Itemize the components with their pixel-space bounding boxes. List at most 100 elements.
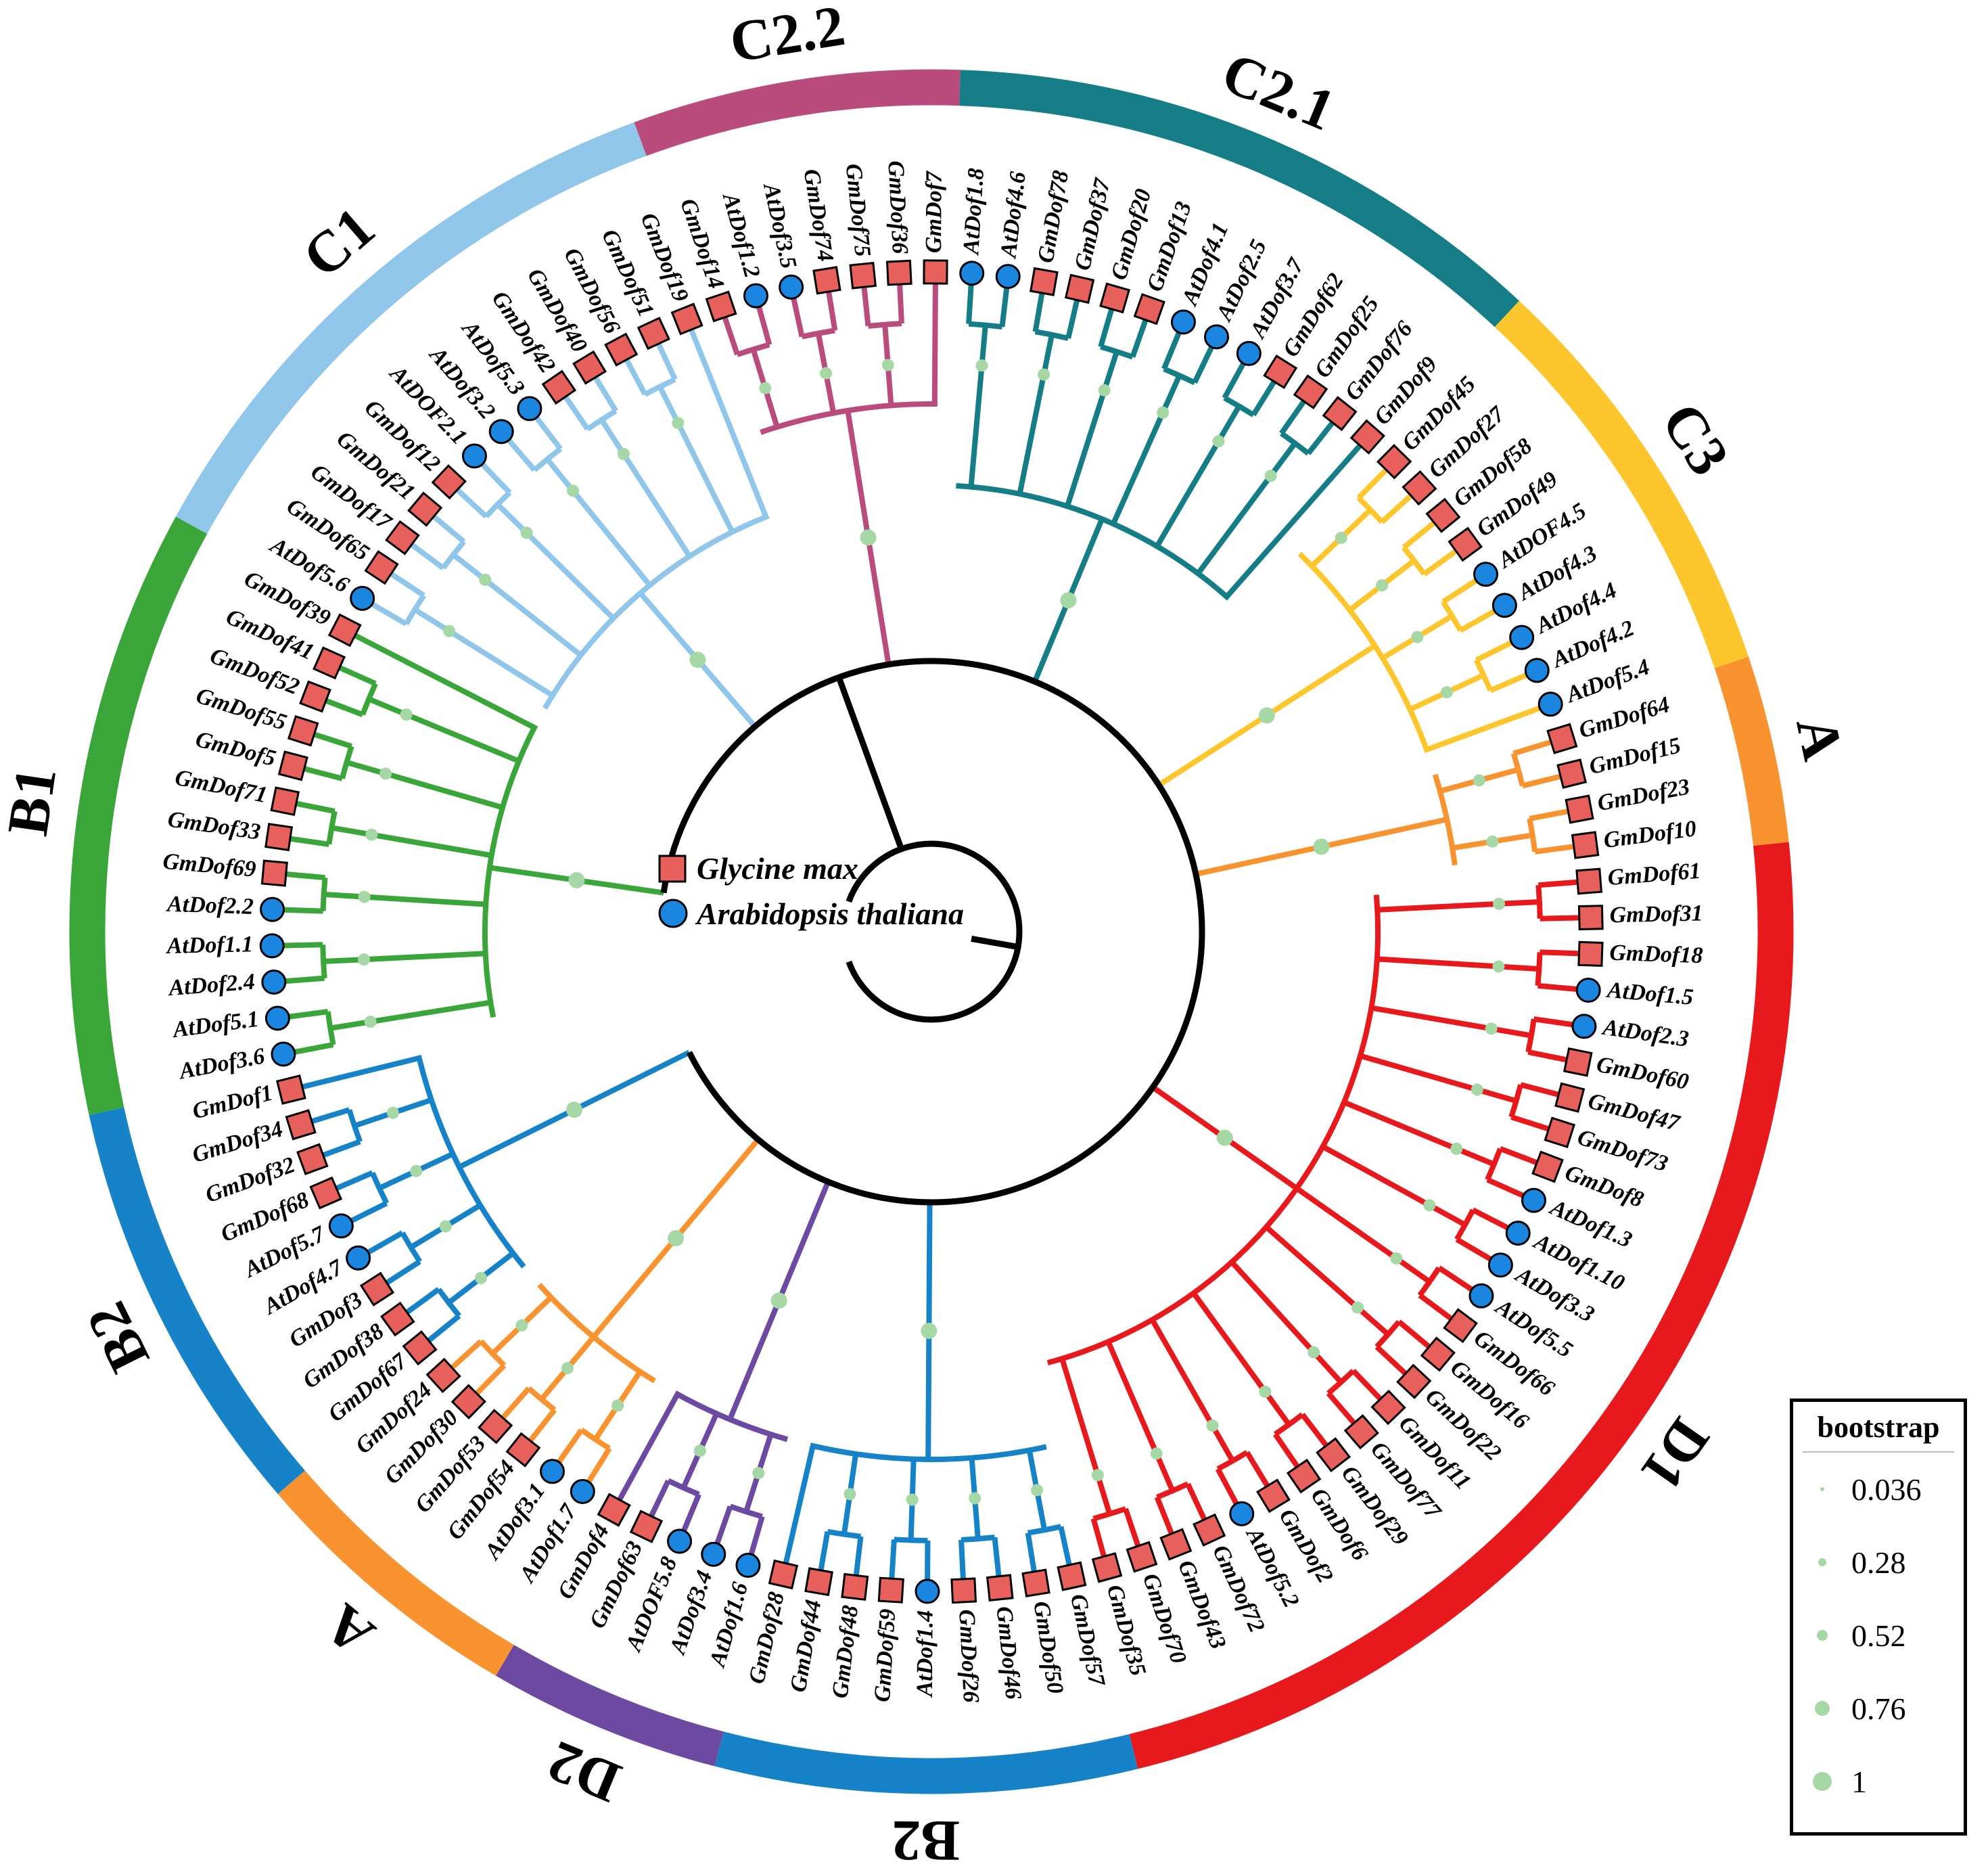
- clade-ring-segment-c1: [175, 122, 647, 535]
- arabidopsis-circle-icon: [261, 970, 287, 995]
- glycine-max-square-icon: [1057, 1561, 1087, 1591]
- glycine-max-square-icon: [1425, 497, 1461, 533]
- bootstrap-dot: [1351, 1301, 1364, 1314]
- leaf-label: GmDof5: [193, 727, 278, 771]
- leaf-label: AtDof1.8: [958, 167, 989, 256]
- bootstrap-dot: [1038, 368, 1050, 381]
- bootstrap-dot: [364, 1016, 377, 1028]
- glycine-max-square-icon: [841, 1572, 869, 1601]
- glycine-max-square-icon: [597, 1493, 631, 1527]
- bootstrap-dot: [1091, 1469, 1104, 1482]
- bootstrap-dot: [439, 1220, 452, 1233]
- leaf-branch: [684, 317, 769, 518]
- bootstrap-dot: [611, 1399, 624, 1412]
- arabidopsis-circle-icon: [264, 1005, 290, 1031]
- glycine-max-square-icon: [812, 266, 841, 295]
- branch: [1343, 1099, 1496, 1167]
- glycine-max-square-icon: [1577, 940, 1604, 967]
- branch: [1377, 956, 1540, 972]
- leaf-label: GmDof48: [827, 1604, 863, 1700]
- bootstrap-dot: [1376, 579, 1389, 592]
- leaf-branch: [1224, 435, 1370, 599]
- branch: [1230, 1260, 1343, 1384]
- bootstrap-dot: [672, 417, 685, 430]
- glycine-max-square-icon: [885, 259, 912, 286]
- glycine-max-square-icon: [541, 369, 577, 405]
- branch: [1295, 1186, 1431, 1284]
- leaf-branch: [290, 1055, 420, 1093]
- glycine-max-square-icon: [768, 1559, 799, 1590]
- arabidopsis-circle-icon: [350, 585, 375, 611]
- leaf-label: GmDof1: [190, 1081, 275, 1124]
- leaf-label: GmDof69: [162, 849, 257, 882]
- leaf-label: GmDof44: [785, 1598, 826, 1694]
- clade-label: B1: [0, 763, 68, 840]
- leaf-label: AtDof2.3: [1600, 1015, 1690, 1052]
- glycine-max-square-icon: [431, 464, 467, 500]
- bootstrap-dot-icon: [1818, 1558, 1826, 1566]
- glycine-max-square-icon: [275, 1074, 306, 1105]
- glycine-max-square-icon: [309, 1176, 343, 1210]
- bootstrap-dot: [1150, 1447, 1163, 1460]
- bootstrap-dot: [410, 1164, 423, 1177]
- arabidopsis-circle-icon: [346, 1245, 371, 1271]
- arabidopsis-circle-icon: [328, 1213, 354, 1239]
- arabidopsis-circle-icon: [1473, 562, 1499, 587]
- root-branch: [835, 676, 904, 850]
- bootstrap-value: 1: [1851, 1764, 1867, 1799]
- bootstrap-dot: [752, 1467, 765, 1480]
- branch: [1195, 441, 1297, 575]
- glycine-max-square-icon: [1286, 1458, 1322, 1494]
- bootstrap-legend-title: bootstrap: [1803, 1402, 1954, 1453]
- glycine-max-square-icon: [1322, 396, 1358, 432]
- bootstrap-dot: [921, 1322, 938, 1339]
- bootstrap-value: 0.52: [1851, 1618, 1906, 1653]
- leaf-label: AtDof1.4: [912, 1610, 938, 1698]
- arabidopsis-circle-icon: [1204, 324, 1230, 350]
- glycine-max-square-icon: [264, 823, 294, 852]
- glycine-max-square-icon: [572, 350, 607, 385]
- glycine-max-square-icon: [385, 520, 420, 555]
- arabidopsis-circle-icon: [1538, 691, 1563, 717]
- bootstrap-value: 0.28: [1851, 1545, 1906, 1580]
- glycine-max-square-icon: [1376, 444, 1412, 480]
- branch: [1105, 1340, 1176, 1492]
- branch: [331, 825, 492, 859]
- glycine-max-square-icon: [1577, 905, 1604, 931]
- glycine-max-square-icon: [1563, 1047, 1593, 1077]
- leaf-branch: [343, 627, 536, 730]
- leaf-label: GmDof75: [841, 162, 875, 258]
- leaf-label: GmDof60: [1594, 1052, 1690, 1095]
- bootstrap-dot-icon: [1815, 1701, 1830, 1716]
- arabidopsis-circle-icon: [517, 396, 542, 422]
- branch: [1111, 374, 1182, 525]
- bootstrap-dot: [1423, 1199, 1436, 1212]
- glycine-max-square-icon: [407, 491, 443, 527]
- glycine-max-square-icon: [1396, 1363, 1432, 1399]
- arabidopsis-circle-icon: [915, 1578, 940, 1604]
- branch: [1155, 405, 1242, 548]
- bootstrap-dot: [906, 1493, 919, 1506]
- clade-ring-segment-a: [1714, 656, 1789, 846]
- bootstrap-dot: [520, 526, 533, 539]
- bootstrap-dot: [969, 1492, 981, 1505]
- species-label-arabidopsis: Arabidopsis thaliana: [695, 896, 964, 931]
- bootstrap-dot: [1264, 470, 1277, 482]
- glycine-max-square-icon: [1030, 267, 1059, 296]
- leaf-label: GmDof35: [1102, 1582, 1151, 1679]
- bootstrap-dot: [1486, 835, 1499, 848]
- glycine-max-square-icon: [877, 1576, 904, 1604]
- bootstrap-dot: [1308, 1346, 1320, 1359]
- glycine-max-square-icon: [1448, 526, 1483, 562]
- glycine-max-square-icon: [1064, 273, 1095, 304]
- leaf-label: GmDof57: [1065, 1592, 1110, 1690]
- glycine-max-square-icon: [950, 1577, 977, 1604]
- glycine-max-square-icon: [705, 290, 737, 323]
- glycine-max-square-icon: [505, 1432, 541, 1468]
- glycine-max-square-icon: [1556, 758, 1588, 789]
- bootstrap-dot: [561, 1362, 574, 1375]
- branch: [1059, 1357, 1113, 1515]
- arabidopsis-circle-icon: [1505, 1221, 1531, 1246]
